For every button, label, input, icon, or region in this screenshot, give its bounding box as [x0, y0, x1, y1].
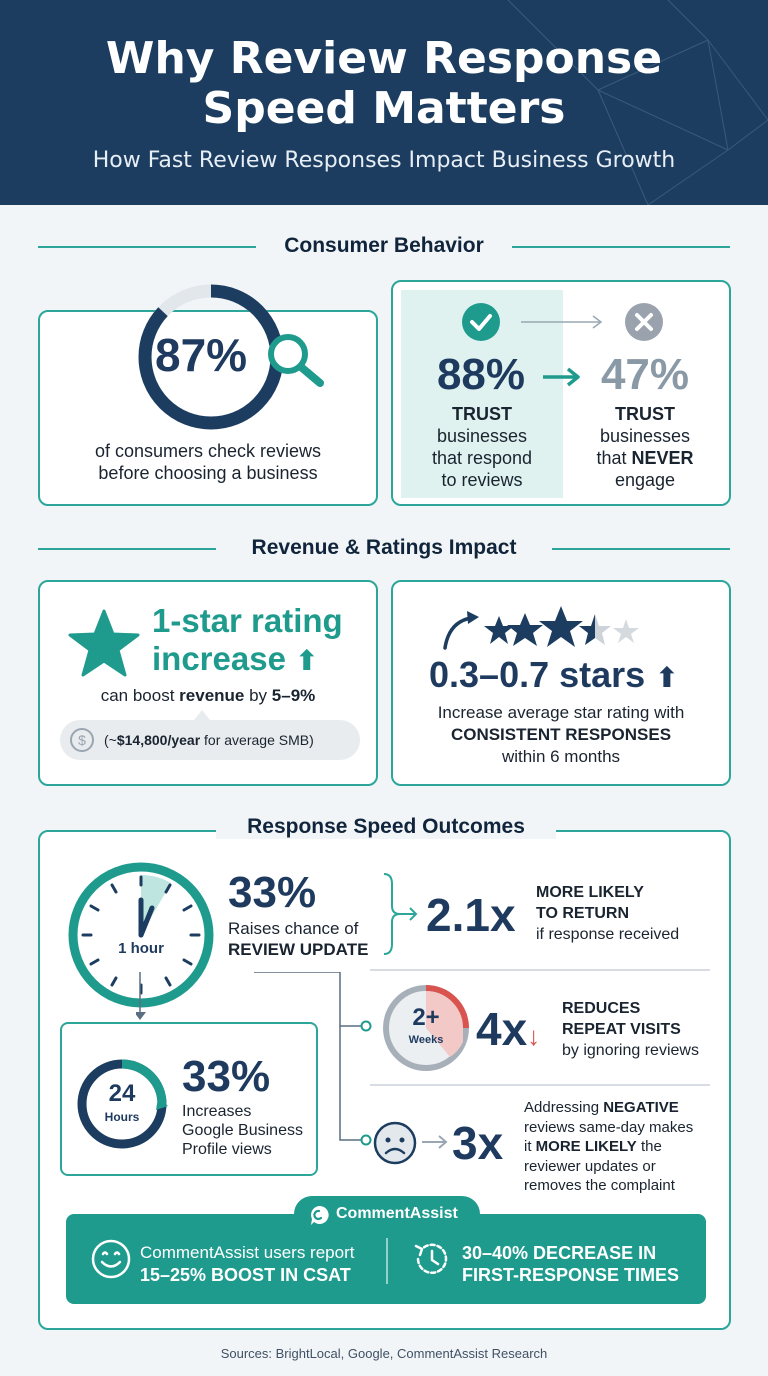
section-heading-consumer: Consumer Behavior — [38, 231, 730, 261]
history-clock-icon — [414, 1243, 448, 1275]
check-circle-icon — [462, 303, 500, 341]
stat-3x: 3x — [452, 1117, 504, 1169]
page-subtitle: How Fast Review Responses Impact Busines… — [92, 148, 676, 173]
star-icon — [68, 609, 140, 677]
page-title: Why Review Response Speed Matters — [105, 33, 663, 134]
weeks-unit: Weeks — [408, 1034, 444, 1046]
stars-caption: Increase average star rating with CONSIS… — [437, 703, 685, 766]
sources-footer: Sources: BrightLocal, Google, CommentAss… — [220, 1346, 548, 1361]
trust-comparison-card: 88% 47% TRUST businesses that respond to… — [391, 280, 731, 506]
rating-revenue-card: 1-star rating increase ⬆ can boost reven… — [38, 580, 378, 786]
respond-caption: TRUST businesses that respond to reviews — [431, 404, 533, 490]
chat-bubble-icon — [311, 1205, 329, 1225]
brand-name: CommentAssist — [336, 1205, 458, 1222]
check-caption: of consumers check reviews before choosi… — [94, 441, 322, 483]
stat-4x: 4x↓ — [476, 1003, 541, 1055]
consumer-check-card: 87% of consumers check reviews before ch… — [38, 284, 378, 506]
brace-icon — [383, 873, 418, 955]
small-arrow-icon — [422, 1135, 448, 1149]
rising-stars-icon — [443, 606, 639, 650]
csat-text: CommentAssist users report 15–25% BOOST … — [140, 1243, 355, 1285]
smile-icon — [91, 1239, 131, 1279]
hours-num: 24 — [108, 1080, 136, 1107]
update-caption: Raises chance of REVIEW UPDATE — [228, 919, 369, 959]
clock-label: 1 hour — [118, 940, 164, 957]
boost-text: can boost revenue by 5–9% — [100, 686, 316, 705]
hours-caption: Increases Google Business Profile views — [182, 1103, 303, 1158]
weeks-num: 2+ — [412, 1004, 440, 1031]
rating-headline: 1-star rating increase ⬆ — [152, 602, 343, 677]
magnifier-icon — [268, 334, 324, 387]
negative-caption: Addressing NEGATIVE reviews same-day mak… — [524, 1099, 694, 1194]
x-circle-icon — [625, 303, 663, 341]
arrow-right-icon — [521, 315, 603, 329]
frt-text: 30–40% DECREASE IN FIRST-RESPONSE TIMES — [462, 1243, 680, 1285]
decorative-lines — [507, 0, 768, 205]
return-caption: MORE LIKELY TO RETURN if response receiv… — [536, 884, 680, 943]
stat-2x: 2.1x — [426, 889, 516, 941]
24-hour-clock-icon — [77, 1059, 168, 1149]
hours-unit: Hours — [104, 1110, 140, 1124]
stat-88: 88% — [436, 350, 526, 399]
section-heading-speed: Response Speed Outcomes — [216, 815, 556, 839]
stars-stat: 0.3–0.7 stars ⬆ — [429, 654, 679, 695]
sad-face-icon — [373, 1121, 417, 1165]
brand-tab: CommentAssist — [294, 1196, 480, 1232]
speed-outcomes-card: Response Speed Outcomes 1 hour 33% Raise… — [38, 815, 731, 1330]
stat-views-33: 33% — [182, 1052, 271, 1101]
section-heading-revenue: Revenue & Ratings Impact — [38, 533, 730, 563]
teal-arrow-icon — [543, 367, 580, 387]
star-rating-card: 0.3–0.7 stars ⬆ Increase average star ra… — [391, 580, 731, 786]
clock-icon — [68, 862, 214, 1008]
hours-box: 24 Hours 33% Increases Google Business P… — [60, 1022, 318, 1176]
smb-pill: $ (~$14,800/year for average SMB) — [60, 720, 360, 760]
stat-47: 47% — [600, 350, 690, 399]
weeks-caption: REDUCES REPEAT VISITS by ignoring review… — [562, 1000, 699, 1059]
stat-update-33: 33% — [228, 868, 317, 917]
never-caption: TRUST businesses that NEVER engage — [596, 404, 694, 490]
dollar-icon: $ — [70, 728, 94, 752]
stat-87: 87% — [155, 329, 248, 381]
header-banner: Why Review Response Speed Matters How Fa… — [0, 0, 768, 205]
connector-lines — [136, 972, 372, 1146]
2-weeks-timer-icon — [383, 985, 469, 1071]
